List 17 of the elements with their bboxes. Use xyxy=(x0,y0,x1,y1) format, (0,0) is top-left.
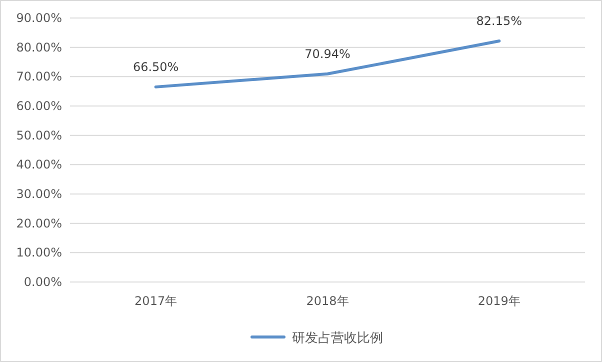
y-tick-label: 60.00% xyxy=(16,99,62,113)
y-tick-label: 10.00% xyxy=(16,246,62,260)
y-tick-label: 0.00% xyxy=(24,275,62,289)
y-tick-label: 40.00% xyxy=(16,158,62,172)
y-tick-label: 20.00% xyxy=(16,216,62,230)
legend-label: 研发占营收比例 xyxy=(292,331,383,346)
y-tick-label: 50.00% xyxy=(16,128,62,142)
x-tick-label: 2019年 xyxy=(478,294,520,308)
y-tick-label: 90.00% xyxy=(16,11,62,25)
x-tick-label: 2017年 xyxy=(134,294,178,308)
data-label: 70.94% xyxy=(304,46,350,61)
data-label: 82.15% xyxy=(476,14,522,28)
y-tick-label: 70.00% xyxy=(16,70,62,84)
y-tick-label: 80.00% xyxy=(16,40,62,54)
x-tick-label: 2018年 xyxy=(306,294,349,308)
data-label: 66.50% xyxy=(132,60,179,74)
y-tick-label: 30.00% xyxy=(16,187,62,201)
